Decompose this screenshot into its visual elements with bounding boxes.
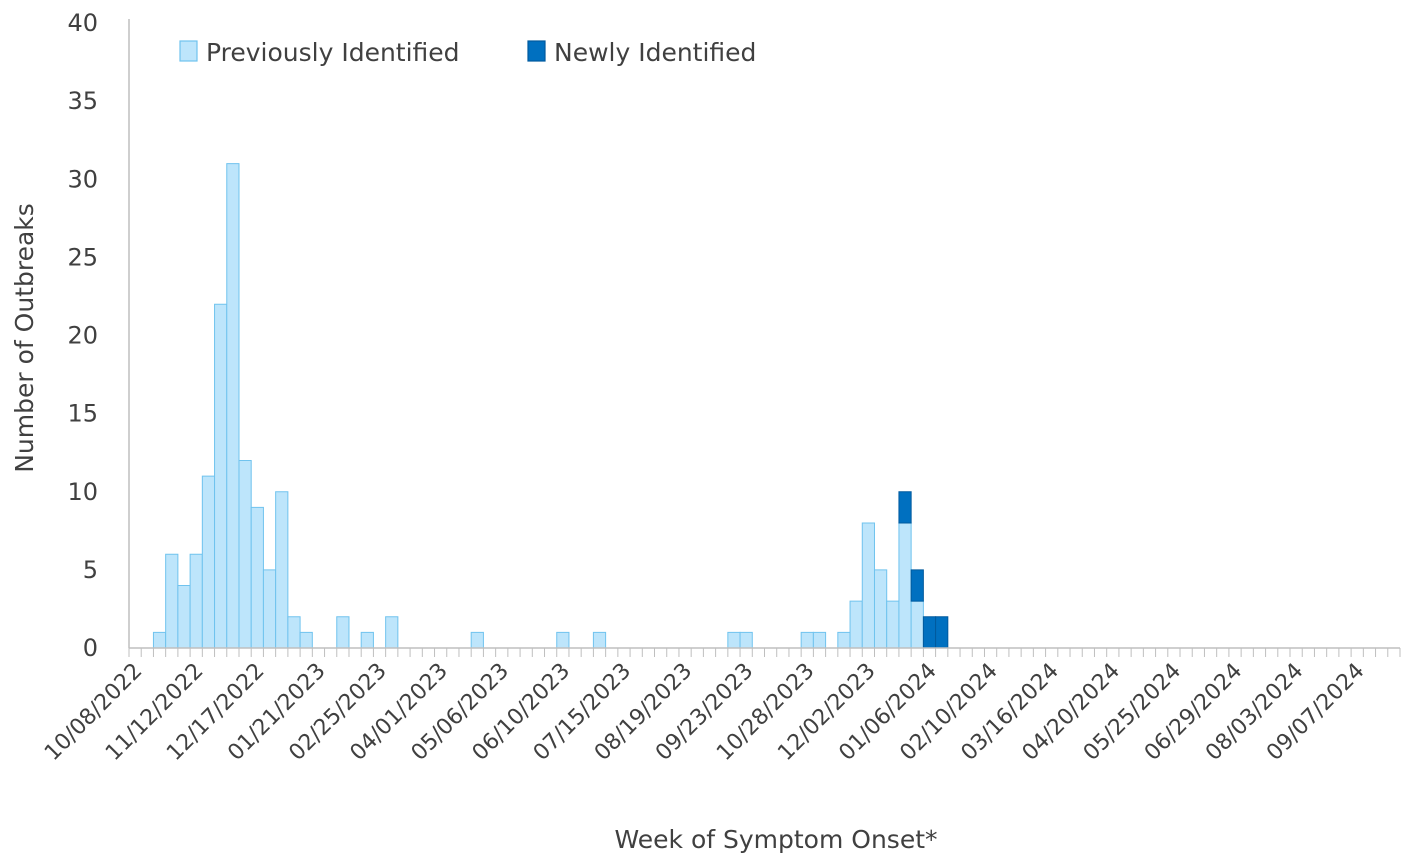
bar-previously-identified [360, 631, 374, 649]
legend-label-previously-identified: Previously Identified [206, 38, 460, 67]
y-tick-label: 40 [67, 9, 98, 37]
legend-swatch-previously-identified [179, 40, 198, 62]
bar-previously-identified [886, 600, 900, 649]
bar-previously-identified [385, 616, 399, 649]
bar-previously-identified [275, 491, 289, 649]
bar-previously-identified [812, 631, 827, 649]
bar-previously-identified [152, 631, 167, 649]
bar-previously-identified [727, 631, 741, 649]
x-axis: 10/08/202211/12/202212/17/202201/21/2023… [40, 647, 1401, 766]
bar-previously-identified [873, 569, 888, 649]
bar-previously-identified [238, 460, 252, 649]
bar-newly-identified [910, 569, 924, 602]
x-axis-title: Week of Symptom Onset* [615, 825, 938, 854]
legend: Previously Identified Newly Identified [179, 38, 756, 67]
y-tick-label: 0 [83, 634, 98, 662]
bar-previously-identified [201, 475, 216, 649]
bar-newly-identified [898, 491, 912, 524]
y-tick-label: 10 [67, 478, 98, 506]
y-tick-label: 20 [67, 322, 98, 350]
y-tick-label: 5 [83, 556, 98, 584]
bar-previously-identified [898, 522, 912, 649]
bar-previously-identified [250, 506, 264, 649]
bars [152, 163, 949, 649]
bar-previously-identified [592, 631, 607, 649]
y-axis: 0 5 10 15 20 25 30 35 40 [67, 9, 130, 662]
bar-previously-identified [214, 303, 228, 649]
bar-newly-identified [935, 616, 949, 649]
bar-previously-identified [470, 631, 484, 649]
bar-previously-identified [556, 631, 570, 649]
bar-previously-identified [189, 553, 203, 649]
bar-previously-identified [177, 585, 191, 649]
legend-item-newly-identified: Newly Identified [527, 38, 756, 67]
bar-previously-identified [287, 616, 301, 649]
bar-previously-identified [226, 163, 240, 649]
bar-previously-identified [262, 569, 277, 649]
y-tick-label: 30 [67, 165, 98, 193]
bar-previously-identified [837, 631, 851, 649]
bar-previously-identified [800, 631, 814, 649]
y-tick-label: 35 [67, 87, 98, 115]
bar-previously-identified [861, 522, 875, 649]
bar-newly-identified [922, 616, 937, 649]
bar-previously-identified [849, 600, 863, 649]
bar-previously-identified [165, 553, 179, 649]
bar-previously-identified [910, 600, 924, 649]
bar-previously-identified [336, 616, 350, 649]
legend-item-previously-identified: Previously Identified [179, 38, 460, 67]
y-tick-label: 15 [67, 400, 98, 428]
legend-label-newly-identified: Newly Identified [554, 38, 756, 67]
bar-previously-identified [299, 631, 313, 649]
bar-previously-identified [739, 631, 753, 649]
y-axis-title: Number of Outbreaks [10, 203, 39, 473]
y-tick-label: 25 [67, 243, 98, 271]
legend-swatch-newly-identified [527, 40, 546, 62]
